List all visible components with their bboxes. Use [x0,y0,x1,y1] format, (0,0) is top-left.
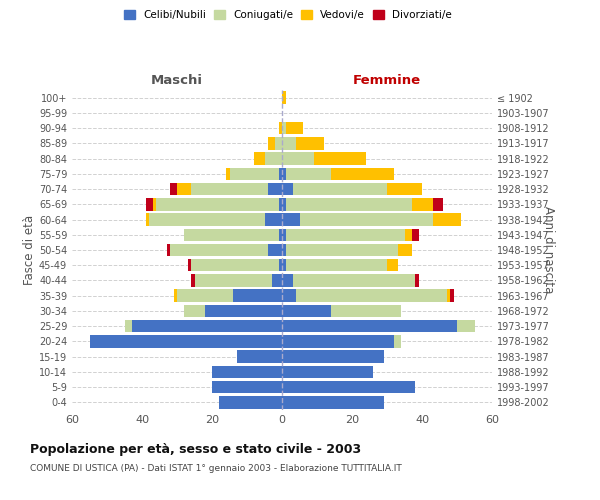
Bar [412,198,433,210]
Bar [282,259,286,272]
Bar [191,259,278,272]
Bar [387,259,398,272]
Bar [184,304,205,317]
Bar [282,244,286,256]
Legend: Celibi/Nubili, Coniugati/e, Vedovi/e, Divorziati/e: Celibi/Nubili, Coniugati/e, Vedovi/e, Di… [122,8,454,22]
Bar [229,168,278,180]
Bar [233,290,282,302]
Bar [254,152,265,165]
Bar [415,274,419,286]
Bar [282,183,293,196]
Bar [226,168,229,180]
Bar [187,259,191,272]
Bar [282,274,293,286]
Bar [331,304,401,317]
Bar [387,183,422,196]
Bar [457,320,475,332]
Bar [450,290,454,302]
Bar [299,214,433,226]
Bar [278,228,282,241]
Bar [282,122,286,134]
Bar [286,228,404,241]
Bar [282,304,331,317]
Bar [131,320,282,332]
Bar [282,350,383,363]
Bar [149,214,265,226]
Bar [146,214,149,226]
Bar [446,290,450,302]
Bar [265,214,282,226]
Bar [212,381,282,394]
Bar [282,366,373,378]
Bar [194,274,271,286]
Bar [268,137,275,149]
Bar [296,290,446,302]
Bar [268,244,282,256]
Bar [286,259,387,272]
Bar [282,335,394,347]
Bar [184,228,278,241]
Bar [89,335,282,347]
Bar [177,290,233,302]
Bar [167,244,170,256]
Text: Popolazione per età, sesso e stato civile - 2003: Popolazione per età, sesso e stato civil… [30,442,361,456]
Bar [212,366,282,378]
Text: Maschi: Maschi [151,74,203,87]
Bar [191,274,194,286]
Bar [219,396,282,408]
Bar [282,290,296,302]
Bar [282,92,286,104]
Bar [433,198,443,210]
Bar [236,350,282,363]
Bar [404,228,412,241]
Bar [268,183,282,196]
Bar [271,274,282,286]
Y-axis label: Fasce di età: Fasce di età [23,215,36,285]
Bar [331,168,394,180]
Bar [286,168,331,180]
Bar [293,274,415,286]
Bar [286,244,398,256]
Bar [282,168,286,180]
Bar [205,304,282,317]
Bar [278,198,282,210]
Bar [293,183,387,196]
Bar [394,335,401,347]
Bar [398,244,412,256]
Bar [282,137,296,149]
Bar [282,320,457,332]
Bar [296,137,324,149]
Bar [282,381,415,394]
Bar [170,183,177,196]
Bar [412,228,419,241]
Bar [282,198,286,210]
Bar [177,183,191,196]
Y-axis label: Anni di nascita: Anni di nascita [542,206,555,294]
Bar [265,152,282,165]
Bar [278,259,282,272]
Bar [278,122,282,134]
Bar [282,396,383,408]
Bar [125,320,131,332]
Bar [286,198,412,210]
Bar [282,152,314,165]
Bar [156,198,278,210]
Text: COMUNE DI USTICA (PA) - Dati ISTAT 1° gennaio 2003 - Elaborazione TUTTITALIA.IT: COMUNE DI USTICA (PA) - Dati ISTAT 1° ge… [30,464,402,473]
Bar [286,122,303,134]
Bar [282,214,299,226]
Bar [433,214,461,226]
Bar [191,183,268,196]
Bar [282,228,286,241]
Bar [278,168,282,180]
Text: Femmine: Femmine [353,74,421,87]
Bar [170,244,268,256]
Bar [275,137,282,149]
Bar [146,198,152,210]
Bar [173,290,177,302]
Bar [152,198,156,210]
Bar [314,152,366,165]
